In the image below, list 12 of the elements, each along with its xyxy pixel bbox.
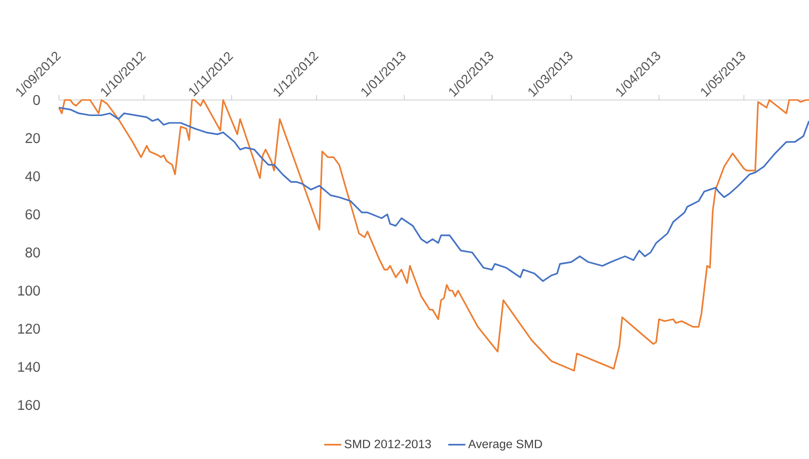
legend-label: SMD 2012-2013: [344, 440, 431, 448]
legend-label: Average SMD: [468, 440, 542, 451]
y-tick-label: 120: [18, 324, 40, 334]
y-tick-label: 140: [18, 362, 40, 372]
y-tick-label: 100: [18, 286, 40, 296]
y-tick-label: 160: [18, 400, 40, 410]
y-tick-label: 0: [33, 95, 40, 105]
line-series: [58, 99, 809, 372]
y-tick-label: 20: [26, 133, 40, 144]
y-tick-label: 60: [26, 209, 40, 220]
y-tick-label: 40: [25, 171, 40, 182]
y-tick-label: 80: [26, 248, 40, 258]
